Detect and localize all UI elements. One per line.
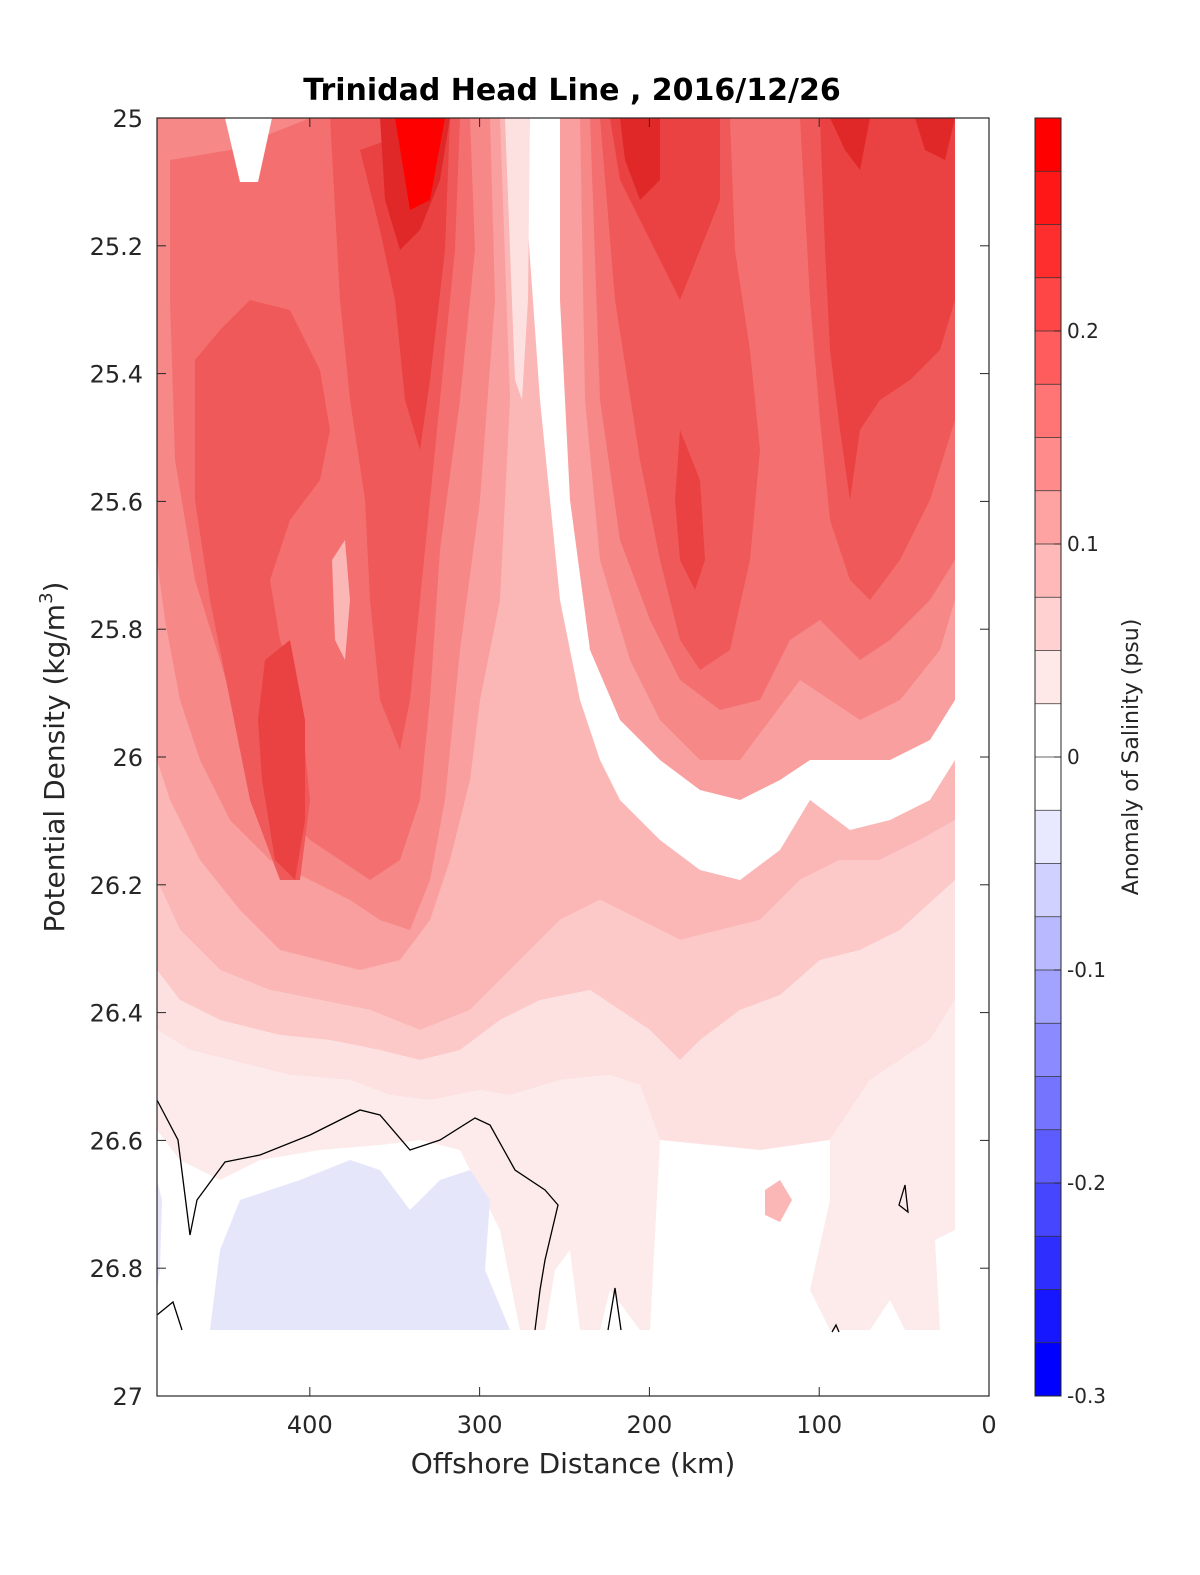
colorbar-ticks: 0.2 0.1 0 -0.1 -0.2 -0.3 (1054, 319, 1106, 1408)
contour-fill-level-0.025 (157, 880, 955, 1150)
zero-contour-line-spike-220 (607, 1287, 622, 1331)
colorbar-tick-label: -0.1 (1067, 958, 1106, 982)
contour-fill-level-0.175 (195, 118, 955, 880)
x-tick-marks: 400 300 200 100 0 (287, 118, 997, 1439)
colorbar-swatch (1035, 1023, 1061, 1077)
colorbar-swatch (1035, 277, 1061, 332)
colorbar-swatch (1035, 544, 1061, 598)
colorbar-swatch (1035, 490, 1061, 545)
zero-contour-line-main (156, 1099, 559, 1331)
colorbar-swatch (1035, 1129, 1061, 1184)
colorbar: 0.2 0.1 0 -0.1 -0.2 -0.3 Anomaly of Salinity … (1034, 117, 1144, 1408)
y-tick-label: 26.2 (90, 872, 143, 900)
colorbar-swatch (1035, 384, 1061, 438)
y-tick-label: 25.2 (90, 233, 143, 261)
y-tick-label: 27 (112, 1383, 143, 1411)
colorbar-tick-label: 0.2 (1067, 319, 1099, 343)
y-tick-label: 25.4 (90, 361, 143, 389)
x-tick-label: 200 (627, 1411, 673, 1439)
contour-fill-white-pocket (225, 118, 272, 182)
zero-contour-lines (156, 1099, 909, 1333)
colorbar-swatch (1035, 916, 1061, 971)
colorbar-swatch (1035, 1236, 1061, 1290)
y-tick-marks: 25 25.2 25.4 25.6 25.8 26 26.2 26.4 26.6 26.8 27 (90, 105, 989, 1411)
contour-fill-level-0.250 (395, 118, 445, 210)
zero-contour-line-lower-left (156, 1300, 183, 1331)
x-axis-label: Offshore Distance (km) (411, 1447, 736, 1480)
y-tick-label: 25.8 (90, 616, 143, 644)
contour-fill-level-0.200 (258, 118, 955, 880)
plot-area: 25 25.2 25.4 25.6 25.8 26 26.2 26.4 26.6 26.8 27 4… (90, 105, 997, 1439)
contour-fill-light-streak (505, 118, 530, 400)
y-axis-label-main: Potential Density (kg/m (38, 604, 71, 933)
colorbar-swatch (1035, 757, 1061, 811)
colorbar-tick-label: 0 (1067, 745, 1080, 769)
colorbar-swatch (1035, 650, 1061, 705)
contour-fills (157, 118, 955, 1330)
colorbar-swatch (1035, 1289, 1061, 1344)
colorbar-swatch (1035, 970, 1061, 1024)
contour-fill-level-0.050 (157, 820, 955, 1060)
colorbar-tick-label: -0.2 (1067, 1171, 1106, 1195)
colorbar-swatch (1035, 224, 1061, 279)
x-tick-label: 0 (981, 1411, 996, 1439)
y-axis-label-sup: 3 (36, 592, 57, 603)
y-tick-label: 26.6 (90, 1127, 143, 1155)
y-axis-label-close: ) (38, 582, 71, 593)
y-tick-label: 26.4 (90, 1000, 143, 1028)
colorbar-swatch (1035, 171, 1061, 225)
zero-contour-line-loop-50 (898, 1184, 909, 1214)
colorbar-swatch (1035, 597, 1061, 651)
contour-fill-level-0.000 (157, 1000, 955, 1330)
colorbar-swatch (1035, 437, 1061, 492)
contour-fill-small-patch (765, 1180, 792, 1222)
colorbar-tick-label: 0.1 (1067, 532, 1099, 556)
zero-contour-line-tick-90 (831, 1323, 840, 1333)
x-tick-label: 300 (457, 1411, 503, 1439)
y-tick-label: 25.6 (90, 488, 143, 516)
colorbar-swatch (1035, 863, 1061, 918)
colorbar-tick-label: -0.3 (1067, 1384, 1106, 1408)
colorbar-swatch (1035, 1183, 1061, 1237)
colorbar-swatch (1035, 331, 1061, 385)
colorbar-swatch (1035, 1076, 1061, 1131)
y-tick-label: 26.8 (90, 1255, 143, 1283)
colorbar-swatch (1035, 703, 1061, 758)
x-tick-label: 100 (796, 1411, 842, 1439)
colorbar-swatch (1035, 1342, 1061, 1397)
y-tick-label: 25 (112, 105, 143, 133)
y-axis-label: Potential Density (kg/m3) (36, 582, 71, 933)
chart-title: Trinidad Head Line , 2016/12/26 (303, 73, 840, 108)
colorbar-swatch (1035, 118, 1061, 172)
contour-fill-left-edge-neg (157, 1180, 162, 1290)
colorbar-label: Anomaly of Salinity (psu) (1119, 619, 1144, 896)
y-tick-label: 26 (112, 744, 143, 772)
contour-fill-light-patch (332, 540, 350, 660)
colorbar-swatches (1035, 118, 1061, 1397)
contour-fill-level-neg-0.025 (210, 1160, 510, 1330)
colorbar-swatch (1035, 810, 1061, 864)
x-tick-label: 400 (287, 1411, 333, 1439)
